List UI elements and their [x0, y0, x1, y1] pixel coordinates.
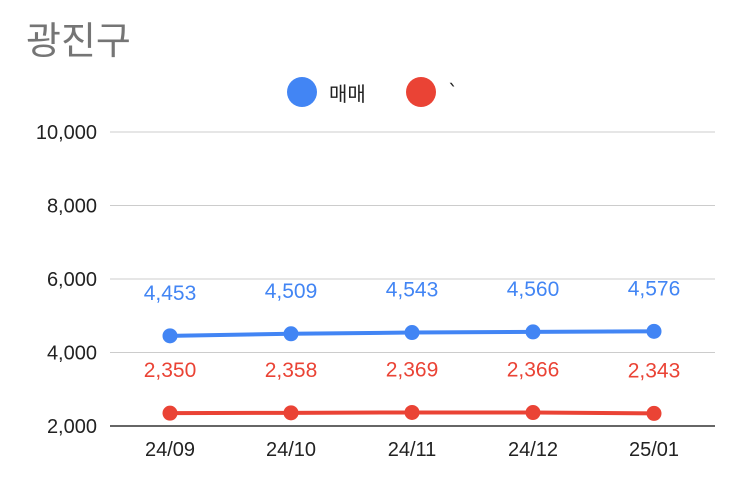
x-tick-label: 24/11 — [388, 439, 437, 461]
data-label: 2,369 — [386, 358, 439, 381]
data-point — [404, 325, 420, 341]
chart-title: 광진구 — [26, 19, 131, 63]
data-point — [646, 405, 662, 421]
data-label: 2,350 — [144, 359, 197, 382]
legend-label-series-1: 매매 — [329, 81, 366, 106]
data-point — [283, 405, 299, 421]
x-tick-label: 25/01 — [629, 439, 679, 461]
legend-dot-series-1 — [287, 77, 317, 107]
y-tick-label: 4,000 — [47, 343, 97, 365]
data-label: 4,560 — [507, 278, 560, 301]
data-label: 2,366 — [507, 359, 560, 382]
data-point — [525, 324, 541, 340]
data-label: 2,343 — [628, 359, 681, 382]
data-point — [162, 328, 178, 344]
legend-item-series-1: 매매 — [287, 76, 366, 108]
data-label: 4,453 — [144, 282, 197, 305]
data-point — [525, 405, 541, 421]
data-label: 2,358 — [265, 359, 318, 382]
legend-item-series-2: ` — [406, 76, 458, 108]
data-point — [162, 405, 178, 421]
y-tick-label: 8,000 — [47, 196, 97, 218]
y-tick-label: 2,000 — [47, 416, 97, 438]
y-tick-label: 6,000 — [47, 269, 97, 291]
x-tick-label: 24/12 — [508, 439, 558, 461]
data-label: 4,509 — [265, 280, 318, 303]
data-point — [283, 326, 299, 342]
x-tick-label: 24/09 — [145, 439, 195, 461]
legend-dot-series-2 — [406, 77, 436, 107]
data-label: 4,543 — [386, 279, 439, 302]
legend-label-series-2: ` — [448, 80, 458, 104]
data-point — [404, 404, 420, 420]
x-tick-label: 24/10 — [266, 439, 316, 461]
y-tick-label: 10,000 — [36, 122, 97, 144]
data-point — [646, 323, 662, 339]
data-label: 4,576 — [628, 277, 681, 300]
